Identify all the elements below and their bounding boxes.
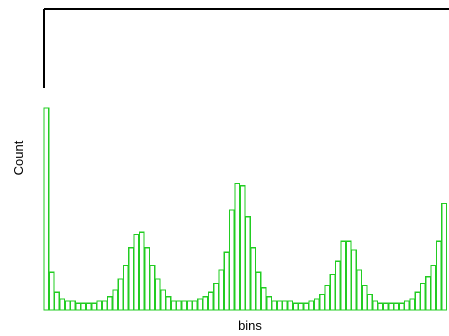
histogram-bar (308, 300, 315, 311)
histogram-bar (91, 302, 98, 311)
histogram-bar (69, 300, 76, 311)
histogram-bar (292, 302, 299, 311)
histogram-bar (260, 287, 267, 311)
histogram-bar (382, 302, 389, 311)
histogram-bar (414, 291, 421, 311)
histogram-bar (122, 265, 129, 311)
histogram-bar (345, 240, 352, 311)
histogram-bar (441, 202, 448, 311)
histogram-bar (112, 289, 119, 311)
histogram-bar (165, 296, 172, 311)
histogram-bar (96, 300, 103, 311)
histogram-bar (144, 247, 151, 311)
histogram-bar (107, 296, 113, 311)
histogram-bar (409, 298, 416, 311)
histogram-bar (313, 298, 320, 311)
histogram-bar (255, 271, 262, 311)
histogram-bar (64, 300, 71, 311)
histogram-bar (202, 296, 209, 311)
histogram-bar (324, 284, 331, 311)
histogram-bar (197, 298, 204, 311)
y-axis-label: Count (11, 140, 26, 175)
histogram-bar (398, 302, 405, 311)
histogram-bar (101, 300, 108, 311)
histogram-bar (80, 302, 87, 311)
histogram-bar (160, 289, 166, 311)
histogram-bar (372, 300, 379, 311)
histogram-bar (297, 302, 304, 311)
histogram-bar (419, 282, 426, 311)
histogram-bar (149, 265, 156, 311)
histogram-bar (75, 302, 82, 311)
histogram-bar (175, 300, 182, 311)
histogram-bar (138, 231, 145, 311)
x-axis-label: bins (238, 318, 262, 333)
histogram-bar (329, 273, 336, 311)
histogram-bar (154, 278, 161, 311)
histogram-bar (218, 269, 225, 311)
histogram-bar (282, 300, 288, 311)
histogram-bar (388, 302, 394, 311)
histogram-bar (234, 182, 241, 311)
histogram-bar (186, 300, 193, 311)
histogram-bar (435, 240, 442, 311)
histogram-bar (181, 300, 188, 311)
histogram-bar (319, 293, 326, 311)
histogram-bar (59, 298, 66, 311)
histogram-bar (377, 302, 384, 311)
histogram-bar (430, 265, 437, 311)
histogram-bar (271, 300, 278, 311)
histogram-bar (228, 209, 235, 311)
histogram-bar (303, 302, 310, 311)
histogram-bar (425, 276, 432, 311)
histogram-bar (393, 302, 400, 311)
histogram-bar (117, 278, 124, 311)
histogram-bar (213, 282, 219, 311)
histogram-bar (48, 271, 55, 311)
histogram-bar (54, 291, 60, 311)
histogram-bar (335, 260, 341, 311)
histogram-bar (133, 233, 140, 311)
histogram-bars (43, 107, 448, 311)
histogram-bar (356, 269, 363, 311)
histogram-bar (128, 247, 135, 311)
histogram-bar (170, 300, 177, 311)
histogram-bar (250, 247, 257, 311)
histogram-bar (207, 291, 214, 311)
histogram-bar (85, 302, 92, 311)
histogram-bar (244, 216, 251, 311)
histogram-bar (287, 300, 294, 311)
histogram-bar (276, 300, 283, 311)
histogram-bar (366, 293, 373, 311)
histogram-bar (340, 240, 347, 311)
histogram-bar (403, 300, 410, 311)
histogram-bar (239, 185, 246, 311)
histogram-bar (191, 300, 198, 311)
histogram-bar (223, 251, 230, 311)
histogram-bar (43, 107, 50, 311)
histogram-bar (266, 296, 273, 311)
histogram-bar (350, 249, 357, 311)
histogram-bar (361, 284, 368, 311)
